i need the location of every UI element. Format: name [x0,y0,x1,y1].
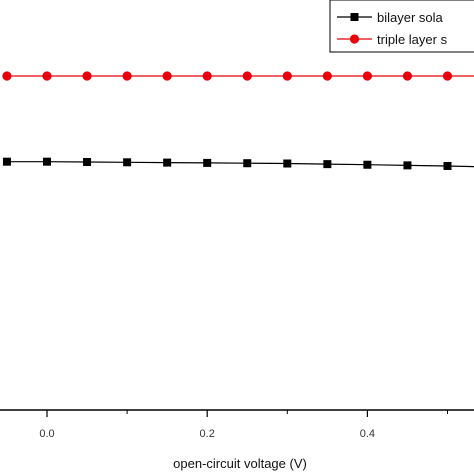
data-point [362,71,372,81]
data-point [243,159,252,168]
x-tick-label: 0.0 [39,428,54,440]
data-point [323,160,332,169]
data-point [442,71,453,81]
legend-marker [350,13,359,21]
legend-label: bilayer sola [377,10,444,25]
x-axis-title: open-circuit voltage (V) [173,456,307,471]
data-point [322,71,332,81]
data-point [2,71,12,81]
data-point [363,160,372,169]
data-point [122,71,132,81]
data-point [43,157,51,166]
data-point [443,161,452,170]
x-axis-ticks: 0.00.20.40.60.81.01.21.4 [39,410,448,440]
data-point [403,161,412,170]
series-layer [2,71,474,170]
series-line [6,75,474,77]
series-line [6,161,474,168]
data-point [402,71,413,81]
series-triple-layer [2,71,474,81]
data-point [162,71,172,81]
x-tick-label: 0.2 [200,428,215,440]
legend-marker [349,34,360,44]
data-point [83,157,92,166]
data-point [242,71,252,81]
legend-label: triple layer s [377,32,448,47]
axes: 0.00.20.40.60.81.01.21.4 [0,409,474,440]
data-point [203,158,212,167]
legend-items: bilayer sola triple layer s [337,10,448,47]
data-point [163,158,172,167]
data-point [283,159,292,168]
data-point [123,158,132,167]
data-point [282,71,292,81]
series-bilayer [2,157,474,170]
data-point [2,157,11,166]
data-point [42,71,52,81]
data-point [82,71,92,81]
data-point [202,71,212,81]
x-tick-label: 0.4 [360,428,375,440]
legend: bilayer sola triple layer s [329,0,474,53]
